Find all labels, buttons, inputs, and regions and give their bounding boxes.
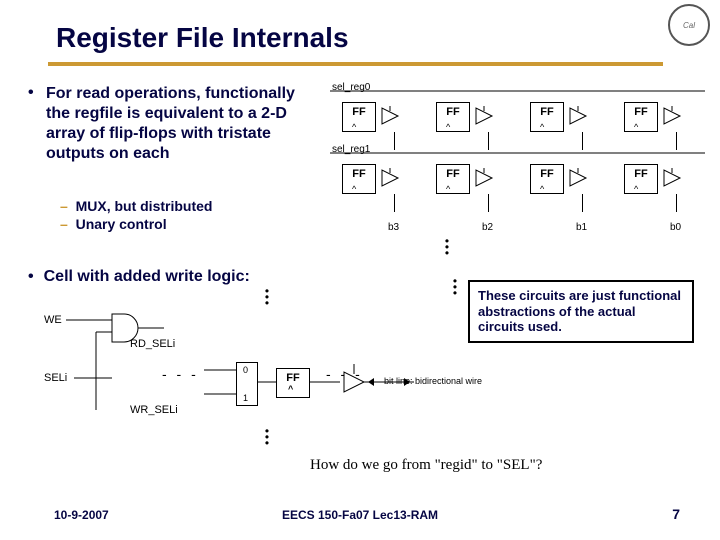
ff-box: FF [530, 102, 564, 132]
ff-box: FF [624, 164, 658, 194]
clk-caret: ^ [446, 122, 450, 132]
ff-array-diagram: sel_reg0 FF ^ FF ^ FF ^ FF ^ sel_reg1 FF… [330, 82, 710, 252]
ff-box: FF [342, 164, 376, 194]
tristate-buffer-icon [474, 106, 496, 128]
tristate-buffer-icon [474, 168, 496, 190]
clk-caret: ^ [352, 122, 356, 132]
ff-box: FF [624, 102, 658, 132]
ellipsis-vertical: ••• [264, 428, 270, 446]
tristate-buffer-icon [380, 106, 402, 128]
bit-label: b1 [576, 222, 587, 233]
question-text: How do we go from "regid" to "SEL"? [310, 457, 542, 474]
dashes: - - - [162, 366, 199, 382]
ff-box: FF [436, 164, 470, 194]
clk-caret: ^ [540, 184, 544, 194]
ellipsis-vertical: ••• [452, 278, 458, 296]
ff-box: FF ^ [276, 368, 310, 398]
sub-bullet-mux: – MUX, but distributed [60, 198, 212, 214]
dashes: - - - [326, 366, 363, 382]
title-underline [48, 62, 663, 66]
clk-caret: ^ [634, 122, 638, 132]
sub-bullet-unary: – Unary control [60, 216, 167, 232]
cell-write-diagram: ••• WE RD_SELi SELi WR_SELi - - - - - - … [44, 300, 544, 450]
ff-box: FF [530, 164, 564, 194]
ff-box: FF [436, 102, 470, 132]
bit-label: b0 [670, 222, 681, 233]
bullet-write-logic: •Cell with added write logic: [28, 268, 250, 286]
footer-page: 7 [672, 506, 680, 522]
tristate-buffer-icon [380, 168, 402, 190]
ellipsis-vertical: ••• [444, 238, 450, 256]
footer-course: EECS 150-Fa07 Lec13-RAM [0, 508, 720, 522]
ff-box: FF [342, 102, 376, 132]
tristate-buffer-icon [662, 106, 684, 128]
bullet-text: For read operations, functionally the re… [46, 84, 318, 164]
tristate-buffer-icon [568, 106, 590, 128]
bit-label: b2 [482, 222, 493, 233]
tristate-buffer-icon [662, 168, 684, 190]
mux-box: 0 1 [236, 362, 258, 406]
bullet-read-ops: • For read operations, functionally the … [28, 84, 318, 164]
clk-caret: ^ [352, 184, 356, 194]
clk-caret: ^ [446, 184, 450, 194]
seal-logo: Cal [668, 4, 710, 46]
slide-title: Register File Internals [56, 22, 349, 54]
bitline-label: bit line: bidirectional wire [384, 376, 514, 386]
bit-label: b3 [388, 222, 399, 233]
tristate-buffer-icon [568, 168, 590, 190]
clk-caret: ^ [540, 122, 544, 132]
clk-caret: ^ [634, 184, 638, 194]
